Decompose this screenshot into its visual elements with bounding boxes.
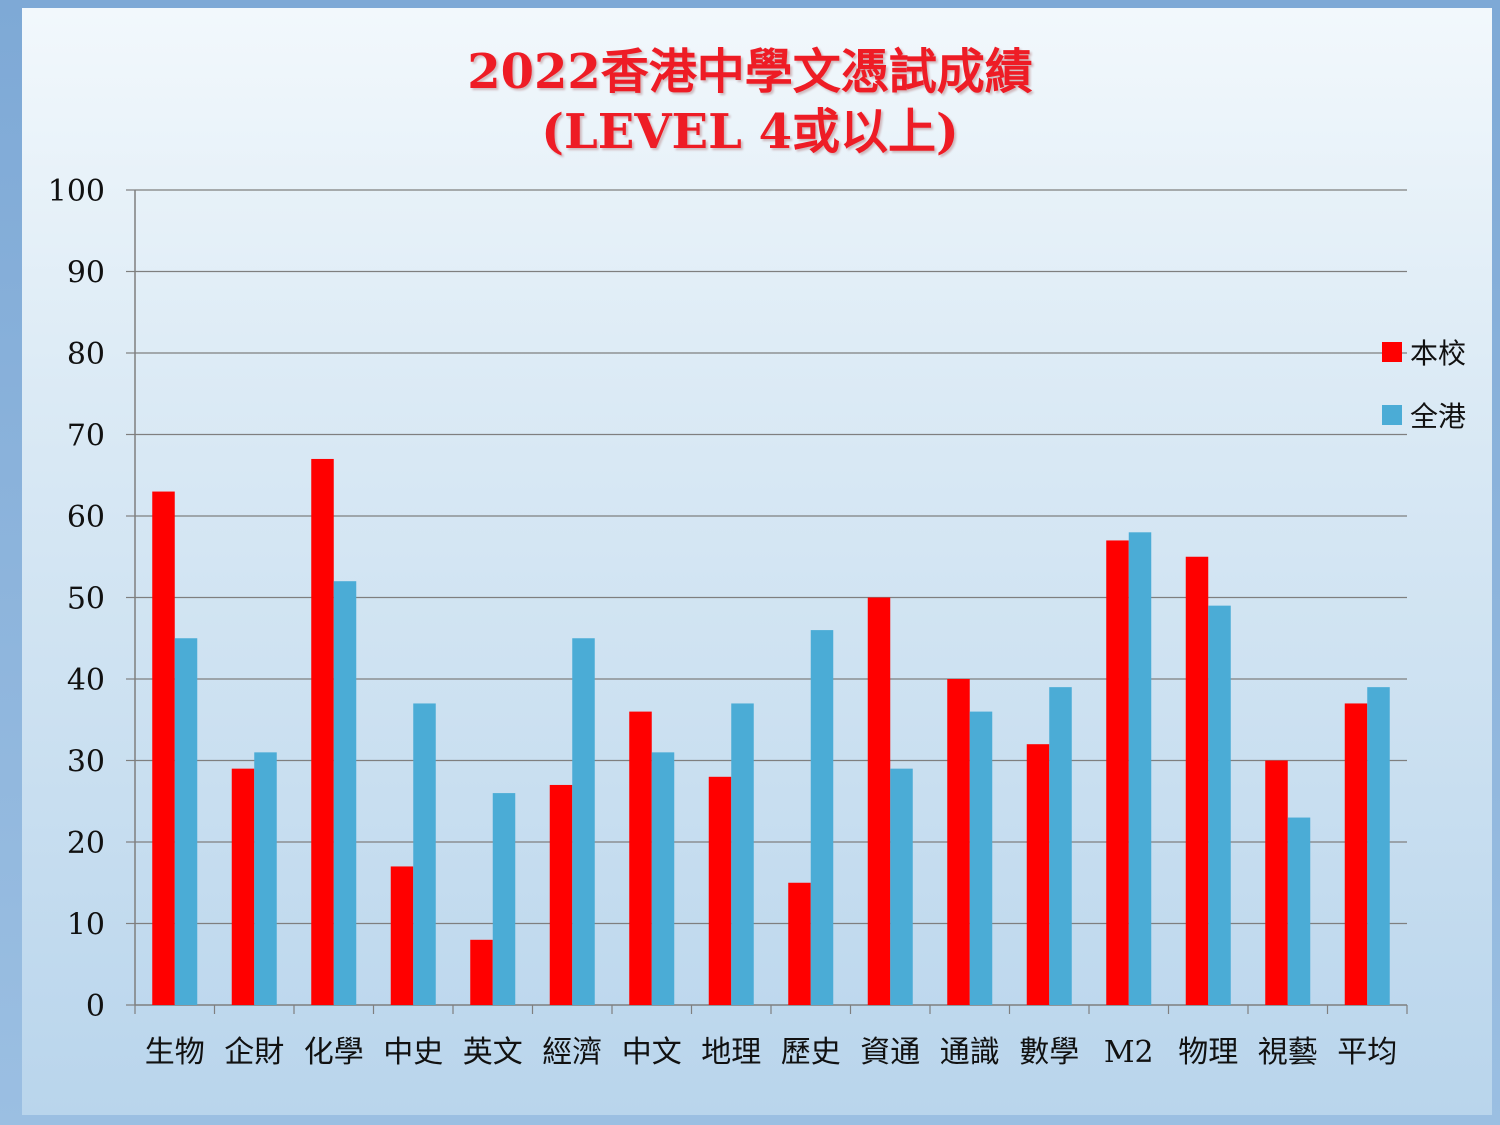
- bar-school: [629, 711, 652, 1005]
- bar-school: [1265, 760, 1288, 1005]
- x-category-label: 物理: [1178, 1035, 1238, 1070]
- y-tick-label: 40: [67, 663, 105, 698]
- legend-item-school: 本校: [1382, 332, 1466, 372]
- bar-school: [708, 776, 732, 1005]
- bar-hk: [1128, 532, 1152, 1005]
- bar-school: [947, 679, 970, 1005]
- y-tick-label: 50: [67, 582, 105, 617]
- x-category-label: 中文: [622, 1035, 682, 1070]
- legend-label-school: 本校: [1410, 337, 1467, 370]
- x-category-label: 經濟: [542, 1035, 602, 1070]
- legend-label-hk: 全港: [1410, 400, 1467, 433]
- bar-school: [1026, 744, 1050, 1005]
- chart-title: 2022香港中學文憑試成績: [467, 44, 1033, 100]
- x-category-label: 資通: [860, 1035, 920, 1070]
- bar-hk: [254, 752, 277, 1005]
- bar-hk: [174, 638, 198, 1005]
- y-tick-label: 70: [67, 419, 105, 454]
- bar-school: [152, 491, 175, 1005]
- bar-hk: [492, 793, 516, 1005]
- legend-item-hk: 全港: [1382, 395, 1466, 435]
- bar-school: [1344, 703, 1368, 1005]
- y-tick-label: 100: [48, 174, 105, 209]
- bar-hk: [572, 638, 595, 1005]
- x-category-label: 生物: [145, 1035, 205, 1070]
- bar-school: [549, 784, 573, 1005]
- bar-school: [311, 458, 334, 1005]
- chart-subtitle: (LEVEL 4或以上): [541, 104, 959, 160]
- bar-hk: [1287, 817, 1311, 1005]
- bar-school: [867, 597, 891, 1005]
- y-tick-label: 60: [67, 500, 105, 535]
- bar-school: [1185, 556, 1209, 1005]
- legend: 本校 全港: [1382, 332, 1466, 458]
- bar-hk: [810, 630, 834, 1005]
- x-category-label: 歷史: [781, 1035, 841, 1070]
- bar-hk: [1367, 687, 1390, 1005]
- y-tick-label: 30: [67, 745, 105, 780]
- bar-hk: [969, 711, 993, 1005]
- bar-school: [1106, 540, 1129, 1005]
- bar-hk: [731, 703, 754, 1005]
- x-category-label: 視藝: [1258, 1035, 1318, 1070]
- x-category-label: 地理: [701, 1035, 761, 1070]
- y-tick-label: 0: [86, 989, 105, 1024]
- chart-title-block: 2022香港中學文憑試成績 (LEVEL 4或以上): [0, 42, 1500, 162]
- legend-swatch-school: [1382, 342, 1402, 362]
- bar-hk: [1049, 687, 1072, 1005]
- x-category-label: 英文: [463, 1035, 523, 1070]
- bar-hk: [890, 768, 913, 1005]
- x-category-label: 通識: [940, 1035, 1000, 1070]
- legend-swatch-hk: [1382, 405, 1402, 425]
- bar-hk: [651, 752, 675, 1005]
- y-tick-label: 10: [67, 908, 105, 943]
- y-tick-label: 80: [67, 337, 105, 372]
- y-tick-label: 90: [67, 256, 105, 291]
- bar-hk: [1208, 605, 1231, 1005]
- x-category-label: 化學: [304, 1035, 364, 1070]
- bar-hk: [413, 703, 436, 1005]
- bar-school: [788, 882, 811, 1005]
- x-category-label: 數學: [1019, 1035, 1079, 1070]
- bar-school: [231, 768, 255, 1005]
- y-tick-label: 20: [67, 826, 105, 861]
- x-category-label: 平均: [1337, 1035, 1397, 1070]
- bar-hk: [333, 581, 357, 1005]
- x-category-label: 企財: [224, 1035, 284, 1070]
- x-category-label: 中史: [383, 1035, 443, 1070]
- bar-school: [470, 939, 493, 1005]
- bar-school: [390, 866, 414, 1005]
- x-category-label: M2: [1104, 1035, 1154, 1070]
